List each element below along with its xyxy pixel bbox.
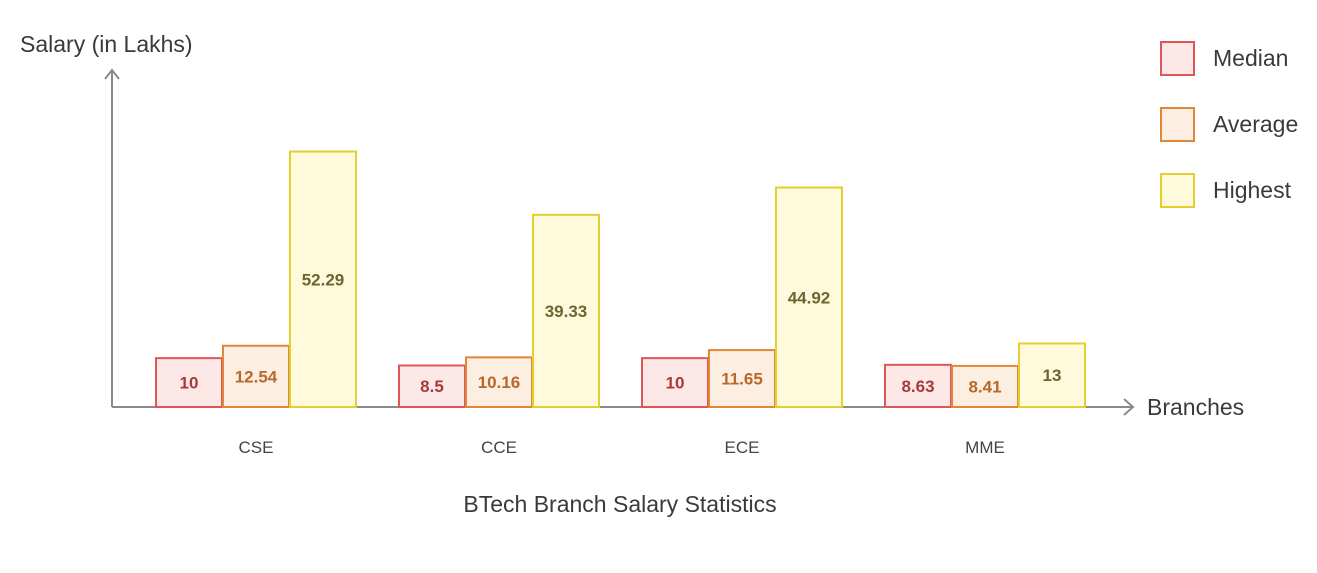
legend-swatch-median xyxy=(1160,41,1195,76)
bar-highest-mme xyxy=(1018,342,1086,409)
y-axis-title: Salary (in Lakhs) xyxy=(20,31,193,57)
x-tick-label-cse: CSE xyxy=(239,438,274,457)
x-tick-label-cce: CCE xyxy=(481,438,517,457)
bar-median-cce xyxy=(398,364,466,409)
legend-label-average: Average xyxy=(1213,111,1298,137)
data-label-highest-cse: 52.29 xyxy=(302,270,345,289)
data-label-highest-mme: 13 xyxy=(1043,366,1062,385)
legend-swatch-highest xyxy=(1160,173,1195,208)
data-label-median-cse: 10 xyxy=(180,374,199,393)
legend-swatch-average xyxy=(1160,107,1195,142)
bar-highest-cce xyxy=(532,213,600,408)
bar-median-mme xyxy=(884,363,952,408)
legend-label-median: Median xyxy=(1213,45,1288,71)
data-label-median-cce: 8.5 xyxy=(420,377,444,396)
data-label-average-cse: 12.54 xyxy=(235,367,278,386)
data-label-average-ece: 11.65 xyxy=(721,370,763,389)
bar-highest-ece xyxy=(775,186,843,408)
y-axis-arrow xyxy=(104,68,120,80)
x-axis-title: Branches xyxy=(1147,394,1244,420)
bar-group: 10 12.54 52.29 8.5 10.16 39.33 10 11.65 44.92 8.6… xyxy=(155,150,1086,409)
chart-title: BTech Branch Salary Statistics xyxy=(463,491,776,517)
data-label-highest-ece: 44.92 xyxy=(788,288,831,307)
bar-highest-cse xyxy=(289,150,357,408)
x-tick-labels: CSE CCE ECE MME xyxy=(239,438,1005,457)
data-label-average-cce: 10.16 xyxy=(478,373,521,392)
legend: Median Average Highest xyxy=(1160,41,1298,208)
data-label-highest-cce: 39.33 xyxy=(545,302,588,321)
data-label-average-mme: 8.41 xyxy=(968,377,1001,396)
x-tick-label-ece: ECE xyxy=(725,438,760,457)
bar-average-mme xyxy=(951,364,1019,408)
bar-average-cse xyxy=(222,344,290,409)
data-label-median-ece: 10 xyxy=(666,374,685,393)
data-label-median-mme: 8.63 xyxy=(901,377,934,396)
x-tick-label-mme: MME xyxy=(965,438,1005,457)
legend-label-highest: Highest xyxy=(1213,177,1292,203)
bar-median-cse xyxy=(155,357,223,408)
x-axis-arrow xyxy=(1123,398,1135,416)
